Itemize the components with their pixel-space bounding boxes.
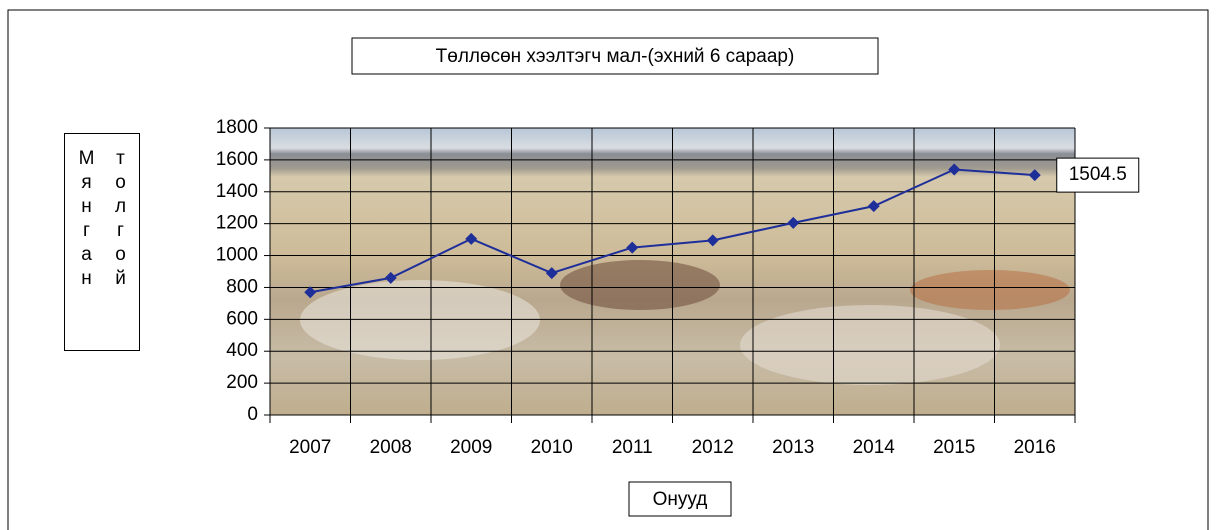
data-point [384, 271, 397, 284]
data-point [1028, 169, 1041, 182]
x-tick-label: 2008 [370, 437, 412, 458]
title-box [351, 37, 879, 75]
data-point [304, 286, 317, 299]
x-tick-label: 2010 [531, 437, 573, 458]
x-tick-label: 2012 [692, 437, 734, 458]
y-tick-label: 1600 [216, 149, 258, 170]
y-tick-label: 600 [226, 308, 258, 329]
photo-detail [560, 260, 720, 310]
data-point [787, 216, 800, 229]
photo-detail [300, 280, 540, 360]
x-tick-label: 2014 [853, 437, 896, 458]
data-point [626, 241, 639, 254]
data-point [465, 232, 478, 245]
data-label: 1504.5 [1069, 164, 1127, 185]
y-tick-label: 1000 [216, 245, 258, 266]
data-point [948, 163, 961, 176]
data-label-box [1056, 157, 1140, 193]
x-tick-label: 2009 [450, 437, 492, 458]
data-point [706, 234, 719, 247]
data-point [867, 200, 880, 213]
data-point [545, 267, 558, 280]
x-tick-label: 2011 [612, 437, 653, 458]
x-tick-label: 2016 [1014, 437, 1056, 458]
y-tick-label: 0 [247, 404, 258, 425]
x-tick-label: 2013 [772, 437, 814, 458]
y-tick-label: 800 [226, 276, 258, 297]
x-tick-label: 2015 [933, 437, 975, 458]
y-tick-label: 200 [226, 372, 258, 393]
data-line [310, 168, 1035, 294]
x-axis-label: Онууд [653, 489, 708, 510]
y-tick-label: 400 [226, 340, 258, 361]
y-tick-label: 1800 [216, 117, 258, 138]
x-tick-label: 2007 [289, 437, 331, 458]
chart-title: Төллөсөн хээлтэгч мал-(эхний 6 сараар) [436, 46, 795, 67]
y-axis-label: Мянган толгой [64, 133, 140, 351]
y-tick-label: 1400 [216, 181, 258, 202]
y-tick-label: 1200 [216, 213, 258, 234]
photo-detail [910, 270, 1070, 310]
x-label-box [628, 481, 732, 517]
photo-detail [740, 305, 1000, 385]
